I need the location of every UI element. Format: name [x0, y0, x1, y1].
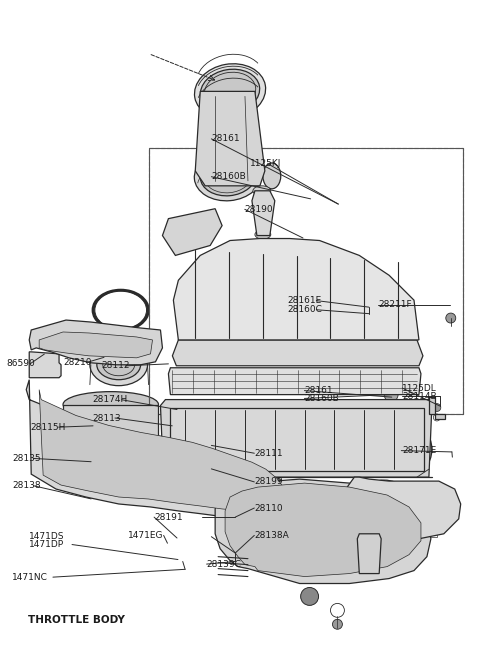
Circle shape	[384, 388, 398, 401]
Text: 1125DL: 1125DL	[402, 384, 437, 392]
Text: 28174H: 28174H	[92, 396, 127, 404]
Polygon shape	[26, 380, 295, 519]
Bar	[148, 148, 463, 415]
Polygon shape	[215, 479, 431, 584]
Ellipse shape	[380, 421, 432, 477]
Polygon shape	[225, 483, 421, 577]
Ellipse shape	[200, 156, 256, 196]
Text: 28211F: 28211F	[378, 300, 412, 309]
Text: 1471NC: 1471NC	[12, 573, 48, 582]
Text: 28139C: 28139C	[206, 560, 241, 569]
Polygon shape	[160, 400, 432, 477]
Ellipse shape	[97, 350, 141, 380]
Circle shape	[360, 508, 374, 522]
Text: 28110: 28110	[254, 504, 283, 512]
Polygon shape	[357, 534, 381, 573]
Bar	[369, 509, 437, 537]
Polygon shape	[63, 405, 158, 447]
Text: 28160C: 28160C	[288, 305, 323, 314]
Polygon shape	[172, 340, 423, 366]
Text: 1471EG: 1471EG	[128, 531, 163, 540]
Ellipse shape	[354, 480, 414, 538]
Polygon shape	[29, 352, 61, 378]
Polygon shape	[429, 397, 445, 419]
Text: 28190: 28190	[245, 205, 274, 214]
Polygon shape	[39, 390, 287, 511]
Text: 28138: 28138	[12, 482, 40, 490]
Text: 28171E: 28171E	[402, 446, 436, 455]
Ellipse shape	[63, 392, 158, 417]
Text: 28161: 28161	[211, 134, 240, 144]
Text: 28114B: 28114B	[402, 392, 437, 401]
Text: 28111: 28111	[254, 449, 283, 458]
Ellipse shape	[253, 186, 271, 195]
Bar	[148, 148, 463, 415]
Polygon shape	[252, 191, 275, 236]
Circle shape	[40, 365, 50, 375]
Polygon shape	[29, 320, 162, 365]
Polygon shape	[39, 332, 153, 358]
Text: 28210: 28210	[63, 358, 92, 367]
Text: 28160B: 28160B	[211, 172, 246, 181]
Circle shape	[446, 313, 456, 323]
Text: 1471DP: 1471DP	[29, 540, 64, 549]
Ellipse shape	[194, 151, 262, 201]
Ellipse shape	[201, 70, 260, 113]
Text: 28199: 28199	[254, 478, 283, 486]
Ellipse shape	[362, 488, 406, 530]
Text: 86590: 86590	[6, 359, 35, 369]
Polygon shape	[168, 368, 421, 395]
Text: 28138A: 28138A	[254, 531, 289, 540]
Ellipse shape	[172, 221, 199, 240]
Text: 28161: 28161	[304, 386, 333, 395]
Circle shape	[333, 619, 342, 629]
Polygon shape	[324, 477, 461, 541]
Ellipse shape	[388, 430, 424, 469]
Circle shape	[300, 588, 319, 605]
Ellipse shape	[263, 163, 281, 189]
Text: 28135: 28135	[12, 454, 40, 463]
Text: 28112: 28112	[102, 361, 130, 371]
Polygon shape	[195, 91, 265, 186]
Circle shape	[171, 455, 180, 463]
Polygon shape	[170, 407, 424, 471]
Text: 28115H: 28115H	[30, 422, 65, 432]
Text: 1471DS: 1471DS	[29, 532, 65, 541]
Polygon shape	[173, 239, 419, 340]
Ellipse shape	[255, 230, 271, 239]
Text: 1125KJ: 1125KJ	[250, 159, 281, 168]
Text: 28160B: 28160B	[304, 394, 339, 403]
Ellipse shape	[63, 434, 158, 461]
Text: 28191: 28191	[154, 512, 183, 522]
Text: 28161E: 28161E	[288, 296, 322, 305]
Text: 28113: 28113	[92, 413, 120, 422]
Polygon shape	[162, 209, 222, 255]
Text: THROTTLE BODY: THROTTLE BODY	[28, 615, 124, 625]
Ellipse shape	[90, 344, 147, 386]
Circle shape	[433, 403, 441, 411]
Ellipse shape	[194, 64, 265, 119]
